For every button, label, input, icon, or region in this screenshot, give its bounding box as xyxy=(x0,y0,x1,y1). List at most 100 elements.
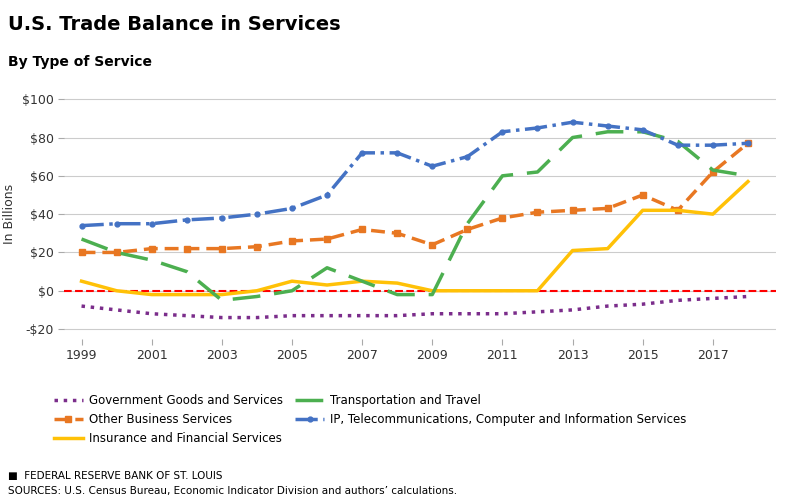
Transportation and Travel xyxy=(462,221,472,227)
Line: IP, Telecommunications, Computer and Information Services: IP, Telecommunications, Computer and Inf… xyxy=(79,120,750,228)
Transportation and Travel xyxy=(217,297,226,303)
Transportation and Travel xyxy=(393,292,402,298)
Other Business Services xyxy=(287,238,297,244)
Transportation and Travel xyxy=(182,268,191,274)
Transportation and Travel xyxy=(708,167,718,173)
Other Business Services xyxy=(147,246,157,251)
Legend: Government Goods and Services, Other Business Services, Insurance and Financial : Government Goods and Services, Other Bus… xyxy=(49,389,691,450)
Government Goods and Services xyxy=(673,297,682,303)
Insurance and Financial Services xyxy=(533,288,542,294)
Transportation and Travel xyxy=(358,278,367,284)
Insurance and Financial Services xyxy=(147,292,157,298)
Insurance and Financial Services xyxy=(603,246,613,251)
Y-axis label: In Billions: In Billions xyxy=(3,184,16,244)
Insurance and Financial Services xyxy=(77,278,86,284)
IP, Telecommunications, Computer and Information Services xyxy=(358,150,367,156)
Transportation and Travel xyxy=(322,265,332,271)
Other Business Services xyxy=(638,192,647,198)
Other Business Services xyxy=(568,207,578,213)
Government Goods and Services xyxy=(568,307,578,313)
Insurance and Financial Services xyxy=(322,282,332,288)
IP, Telecommunications, Computer and Information Services xyxy=(673,142,682,148)
Insurance and Financial Services xyxy=(252,288,262,294)
Government Goods and Services xyxy=(252,315,262,321)
IP, Telecommunications, Computer and Information Services xyxy=(217,215,226,221)
Text: U.S. Trade Balance in Services: U.S. Trade Balance in Services xyxy=(8,15,341,34)
Other Business Services xyxy=(358,227,367,233)
Other Business Services xyxy=(112,249,122,255)
Government Goods and Services xyxy=(743,293,753,299)
IP, Telecommunications, Computer and Information Services xyxy=(77,223,86,229)
Insurance and Financial Services xyxy=(112,288,122,294)
Insurance and Financial Services xyxy=(427,288,437,294)
Transportation and Travel xyxy=(673,138,682,144)
IP, Telecommunications, Computer and Information Services xyxy=(393,150,402,156)
Insurance and Financial Services xyxy=(743,179,753,185)
Government Goods and Services xyxy=(708,295,718,301)
IP, Telecommunications, Computer and Information Services xyxy=(322,192,332,198)
Transportation and Travel xyxy=(638,129,647,135)
Government Goods and Services xyxy=(498,311,507,317)
Other Business Services xyxy=(393,230,402,236)
Insurance and Financial Services xyxy=(287,278,297,284)
Government Goods and Services xyxy=(462,311,472,317)
Text: ■  FEDERAL RESERVE BANK OF ST. LOUIS: ■ FEDERAL RESERVE BANK OF ST. LOUIS xyxy=(8,471,222,481)
Government Goods and Services xyxy=(182,313,191,319)
IP, Telecommunications, Computer and Information Services xyxy=(182,217,191,223)
Other Business Services xyxy=(533,209,542,215)
Transportation and Travel xyxy=(743,173,753,179)
Insurance and Financial Services xyxy=(217,292,226,298)
IP, Telecommunications, Computer and Information Services xyxy=(533,125,542,131)
Line: Other Business Services: Other Business Services xyxy=(78,140,750,255)
Insurance and Financial Services xyxy=(393,280,402,286)
Other Business Services xyxy=(217,246,226,251)
Other Business Services xyxy=(603,205,613,211)
Other Business Services xyxy=(77,249,86,255)
Government Goods and Services xyxy=(112,307,122,313)
IP, Telecommunications, Computer and Information Services xyxy=(568,119,578,125)
Transportation and Travel xyxy=(427,292,437,298)
Insurance and Financial Services xyxy=(182,292,191,298)
Transportation and Travel xyxy=(77,236,86,242)
Line: Transportation and Travel: Transportation and Travel xyxy=(82,132,748,300)
Other Business Services xyxy=(498,215,507,221)
Other Business Services xyxy=(322,236,332,242)
Government Goods and Services xyxy=(638,301,647,307)
Transportation and Travel xyxy=(533,169,542,175)
Insurance and Financial Services xyxy=(638,207,647,213)
Insurance and Financial Services xyxy=(358,278,367,284)
IP, Telecommunications, Computer and Information Services xyxy=(603,123,613,129)
Text: By Type of Service: By Type of Service xyxy=(8,55,152,69)
Government Goods and Services xyxy=(533,309,542,315)
Line: Government Goods and Services: Government Goods and Services xyxy=(82,296,748,318)
Line: Insurance and Financial Services: Insurance and Financial Services xyxy=(82,182,748,295)
Insurance and Financial Services xyxy=(462,288,472,294)
Transportation and Travel xyxy=(287,288,297,294)
Transportation and Travel xyxy=(112,249,122,255)
IP, Telecommunications, Computer and Information Services xyxy=(462,154,472,160)
Insurance and Financial Services xyxy=(708,211,718,217)
Government Goods and Services xyxy=(358,313,367,319)
Other Business Services xyxy=(673,207,682,213)
Insurance and Financial Services xyxy=(568,248,578,253)
Government Goods and Services xyxy=(393,313,402,319)
IP, Telecommunications, Computer and Information Services xyxy=(112,221,122,227)
Insurance and Financial Services xyxy=(498,288,507,294)
Transportation and Travel xyxy=(147,257,157,263)
Government Goods and Services xyxy=(427,311,437,317)
IP, Telecommunications, Computer and Information Services xyxy=(638,127,647,133)
IP, Telecommunications, Computer and Information Services xyxy=(147,221,157,227)
Transportation and Travel xyxy=(568,134,578,140)
Government Goods and Services xyxy=(147,311,157,317)
IP, Telecommunications, Computer and Information Services xyxy=(498,129,507,135)
Other Business Services xyxy=(708,169,718,175)
Other Business Services xyxy=(182,246,191,251)
Government Goods and Services xyxy=(287,313,297,319)
Other Business Services xyxy=(427,242,437,248)
Government Goods and Services xyxy=(77,303,86,309)
Other Business Services xyxy=(743,140,753,146)
Transportation and Travel xyxy=(498,173,507,179)
IP, Telecommunications, Computer and Information Services xyxy=(252,211,262,217)
Other Business Services xyxy=(462,227,472,233)
Transportation and Travel xyxy=(252,293,262,299)
